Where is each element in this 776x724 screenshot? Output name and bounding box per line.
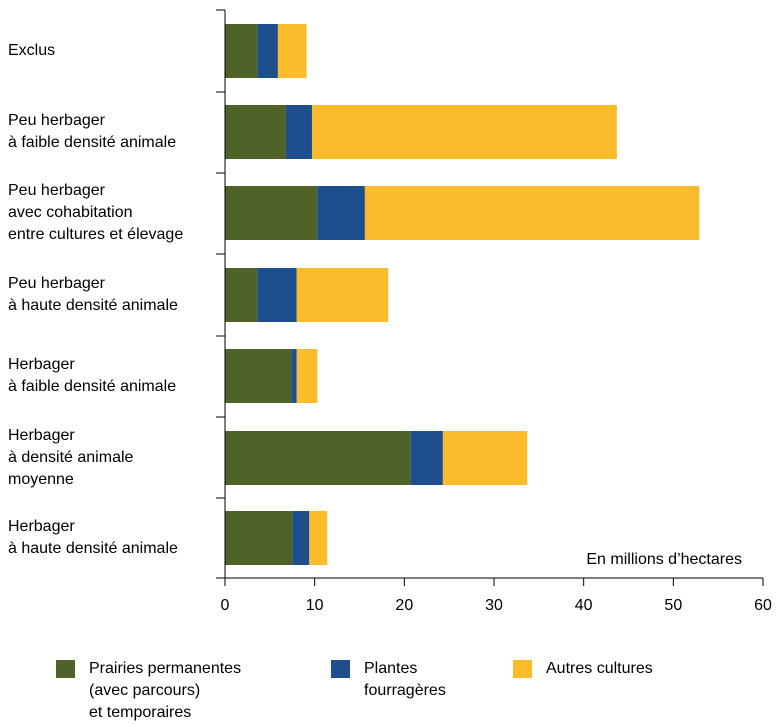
bar-segment (225, 349, 292, 403)
category-label: moyenne (8, 471, 74, 488)
bar-segment (285, 105, 312, 159)
bar-segment (225, 105, 286, 159)
bar-segment (291, 349, 297, 403)
bar-segment (311, 105, 617, 159)
bar-segment (364, 186, 700, 240)
bar-segment (277, 24, 307, 78)
category-label: Peu herbager (8, 112, 105, 129)
bar-segment (442, 431, 528, 485)
x-tick-label: 30 (485, 597, 503, 614)
legend-item: Autres cultures (513, 658, 653, 680)
x-tick-label: 20 (395, 597, 413, 614)
category-label: à haute densité animale (8, 297, 178, 314)
legend-swatch (56, 660, 75, 678)
unit-label: En millions d’hectares (586, 551, 742, 568)
x-tick-label: 10 (306, 597, 324, 614)
legend-label: Autres cultures (546, 660, 653, 677)
category-label: à haute densité animale (8, 540, 178, 557)
category-label: Exclus (8, 42, 56, 59)
category-label: Herbager (8, 427, 75, 444)
bar-segment (410, 431, 443, 485)
category-label: avec cohabitation (8, 204, 133, 221)
bars-group (225, 24, 700, 565)
bar-segment (225, 431, 411, 485)
legend-swatch (513, 660, 532, 678)
category-label: Peu herbager (8, 275, 105, 292)
bar-segment (257, 268, 297, 322)
legend-item: Plantes fourragères (331, 658, 446, 702)
bar-segment (317, 186, 365, 240)
axes-group: 0 10 20 30 40 50 60 (216, 9, 772, 614)
x-tick-label: 40 (575, 597, 593, 614)
legend-label: Plantes fourragères (364, 660, 446, 699)
bar-segment (225, 24, 258, 78)
category-label: Peu herbager (8, 182, 105, 199)
bar-segment (225, 511, 293, 565)
legend-item: Prairies permanentes (avec parcours) et … (56, 658, 241, 724)
category-label: à densité animale (8, 449, 134, 466)
x-tick-label: 0 (221, 597, 230, 614)
x-tick-label: 50 (664, 597, 682, 614)
bar-segment (309, 511, 328, 565)
bar-segment (292, 511, 310, 565)
x-tick-label: 60 (754, 597, 772, 614)
legend-swatch (331, 660, 350, 678)
bar-segment (257, 24, 278, 78)
category-label: à faible densité animale (8, 134, 177, 151)
category-label: Herbager (8, 518, 75, 535)
category-label: à faible densité animale (8, 378, 177, 395)
bar-segment (225, 268, 258, 322)
category-label: entre cultures et élevage (8, 226, 184, 243)
bar-segment (296, 268, 389, 322)
bar-segment (296, 349, 318, 403)
bar-segment (225, 186, 318, 240)
legend-label: Prairies permanentes (avec parcours) et … (89, 660, 242, 721)
category-label: Herbager (8, 356, 75, 373)
